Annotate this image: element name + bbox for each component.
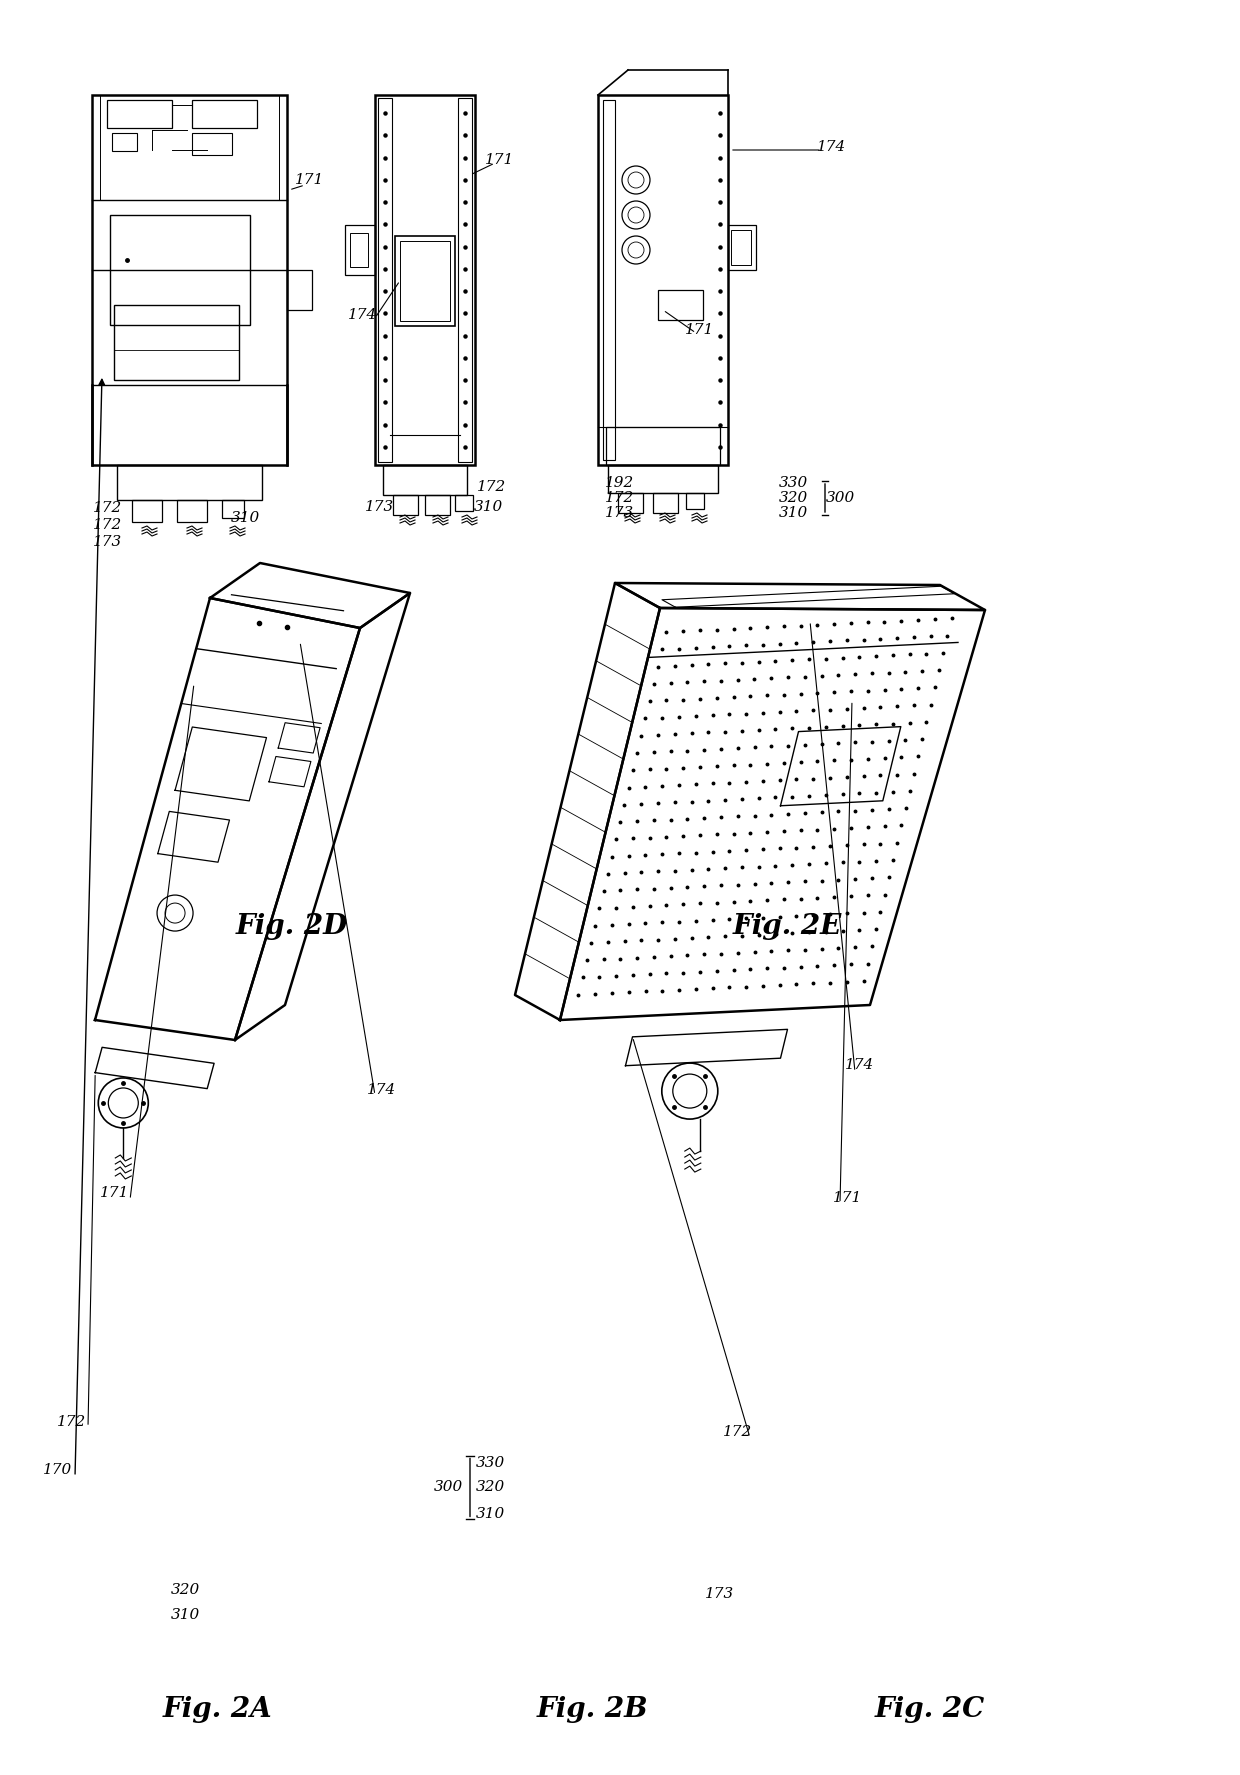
Text: 330: 330 (779, 476, 807, 490)
Bar (728, 224, 756, 270)
Text: 173: 173 (93, 534, 123, 548)
Text: 172: 172 (477, 479, 507, 493)
Text: 174: 174 (846, 1058, 874, 1072)
Text: 170: 170 (43, 1463, 73, 1477)
Bar (425, 495, 450, 515)
Text: 173: 173 (706, 1587, 734, 1601)
Bar (598, 96, 728, 465)
Text: 320: 320 (170, 1583, 200, 1598)
Bar (732, 229, 751, 264)
Bar (653, 493, 678, 513)
Text: 320: 320 (475, 1480, 505, 1495)
Text: 310: 310 (474, 501, 502, 515)
Bar (455, 495, 472, 511)
Text: Fig. 2D: Fig. 2D (236, 912, 347, 941)
Text: 173: 173 (605, 506, 635, 520)
Text: 300: 300 (826, 492, 854, 506)
Bar (401, 241, 450, 321)
Text: 172: 172 (93, 518, 123, 532)
Text: 172: 172 (723, 1425, 753, 1440)
Text: Fig. 2B: Fig. 2B (537, 1695, 649, 1724)
Text: Fig. 2A: Fig. 2A (162, 1695, 272, 1724)
Text: Fig. 2E: Fig. 2E (733, 912, 842, 941)
Bar (378, 98, 392, 462)
Text: 171: 171 (686, 323, 714, 337)
Text: 174: 174 (348, 309, 378, 321)
Text: 300: 300 (433, 1480, 463, 1495)
Text: 330: 330 (475, 1456, 505, 1470)
Bar (606, 428, 720, 465)
Bar (374, 96, 475, 465)
Text: Fig. 2C: Fig. 2C (875, 1695, 985, 1724)
Bar (396, 236, 455, 325)
Bar (110, 215, 250, 325)
Bar (608, 465, 718, 493)
Text: 174: 174 (367, 1083, 397, 1097)
Bar (222, 501, 244, 518)
Bar (393, 495, 418, 515)
Bar (92, 96, 286, 465)
Text: 310: 310 (170, 1608, 200, 1622)
Bar (658, 289, 703, 319)
Text: 310: 310 (475, 1507, 505, 1521)
Text: 320: 320 (779, 492, 807, 506)
Bar (383, 465, 467, 495)
Bar (114, 305, 239, 380)
Text: 173: 173 (366, 501, 394, 515)
Text: 172: 172 (605, 492, 635, 506)
Bar (107, 99, 172, 128)
Text: 171: 171 (100, 1186, 130, 1200)
Text: 171: 171 (833, 1191, 863, 1205)
Bar (350, 233, 368, 266)
Bar (345, 224, 374, 275)
Bar (603, 99, 615, 460)
Bar (192, 99, 257, 128)
Bar (131, 501, 162, 522)
Text: 172: 172 (93, 501, 123, 515)
Bar (686, 493, 704, 509)
Bar (112, 133, 136, 151)
Text: 192: 192 (605, 476, 635, 490)
Text: 310: 310 (779, 506, 807, 520)
Bar (117, 465, 262, 501)
Bar (458, 98, 472, 462)
Bar (618, 493, 644, 513)
Text: 172: 172 (57, 1415, 87, 1429)
Bar (192, 133, 232, 154)
Text: 171: 171 (485, 153, 515, 167)
Bar (286, 270, 312, 311)
Text: 174: 174 (817, 140, 847, 154)
Bar (177, 501, 207, 522)
Text: 171: 171 (295, 172, 325, 186)
Text: 310: 310 (231, 511, 259, 525)
